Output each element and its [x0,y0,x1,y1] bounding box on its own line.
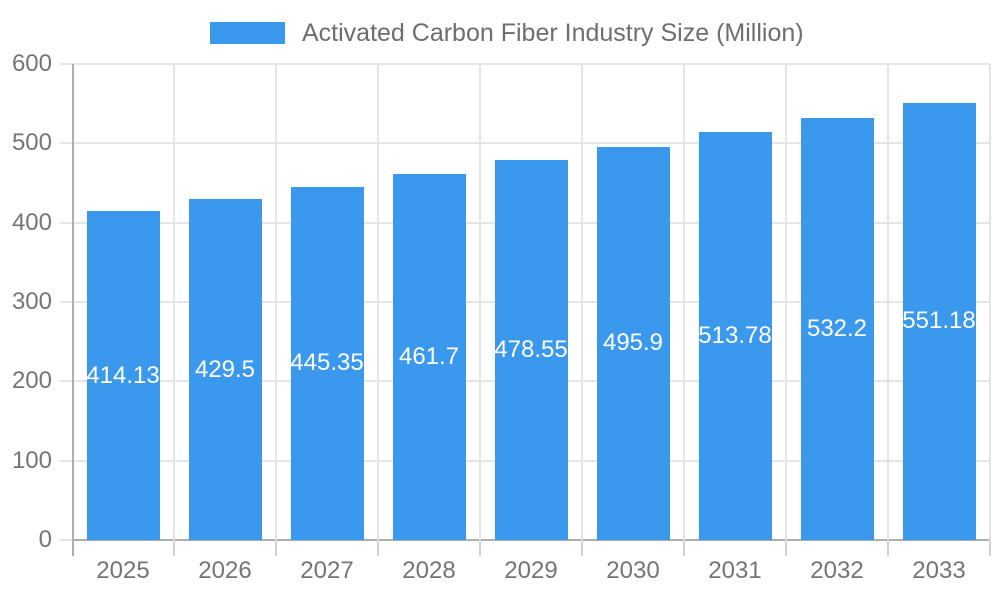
gridline-vertical [785,64,787,540]
y-axis-tick [60,539,72,541]
y-axis-tick [60,142,72,144]
bar-2025[interactable] [86,211,160,540]
y-axis-tick [60,222,72,224]
gridline-horizontal [72,142,990,144]
gridline-horizontal [72,63,990,65]
bar-2033[interactable] [902,102,976,540]
gridline-vertical [581,64,583,540]
bar-2030[interactable] [596,146,670,540]
bar-2031[interactable] [698,132,772,540]
x-axis-tick [683,540,685,556]
bar-2029[interactable] [494,160,568,540]
x-axis-tick-label: 2025 [96,557,150,584]
x-axis-tick-label: 2030 [606,557,660,584]
bar-2027[interactable] [290,186,364,540]
y-axis-line [72,64,74,556]
y-axis-tick [60,460,72,462]
gridline-vertical [173,64,175,540]
bar-2028[interactable] [392,173,466,540]
y-axis-tick-label: 400 [11,209,52,236]
x-axis-tick [887,540,889,556]
y-axis-tick-label: 600 [11,50,52,77]
x-axis-tick-label: 2029 [504,557,558,584]
x-axis-tick-label: 2028 [402,557,456,584]
plot-area: 0 100 200 300 400 500 600 414.13 2025 429.5 2026 44… [12,51,991,584]
x-axis-tick [785,540,787,556]
y-axis-tick [60,301,72,303]
gridline-vertical [479,64,481,540]
gridline-vertical [275,64,277,540]
x-axis-tick [989,540,991,556]
y-axis-tick-label: 300 [11,288,52,315]
y-axis-tick-label: 500 [11,129,52,156]
x-axis-tick-label: 2031 [708,557,762,584]
y-axis-tick-label: 0 [38,526,52,553]
legend[interactable]: Activated Carbon Fiber Industry Size (Mi… [210,18,804,47]
x-axis-tick-label: 2033 [912,557,966,584]
bar-2026[interactable] [188,199,262,540]
x-axis-tick [275,540,277,556]
x-axis-tick [377,540,379,556]
x-axis-tick-label: 2026 [198,557,252,584]
x-axis-tick [173,540,175,556]
legend-label: Activated Carbon Fiber Industry Size (Mi… [302,18,804,47]
x-axis-baseline [72,539,990,541]
y-axis-tick [60,63,72,65]
x-axis-tick [581,540,583,556]
legend-swatch [210,22,285,44]
x-axis-tick [479,540,481,556]
gridline-vertical [989,64,991,540]
y-axis-tick-label: 100 [11,447,52,474]
x-axis-tick-label: 2032 [810,557,864,584]
y-axis-tick [60,380,72,382]
x-axis-tick-label: 2027 [300,557,354,584]
y-axis-tick-label: 200 [11,367,52,394]
gridline-vertical [683,64,685,540]
gridline-vertical [377,64,379,540]
bar-2032[interactable] [800,117,874,540]
gridline-vertical [887,64,889,540]
